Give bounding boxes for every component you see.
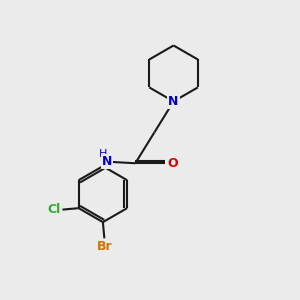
Text: N: N (102, 155, 112, 168)
Text: O: O (168, 157, 178, 170)
Text: Br: Br (97, 240, 112, 253)
Text: N: N (168, 95, 179, 108)
Text: H: H (99, 148, 108, 158)
Text: Cl: Cl (47, 203, 60, 216)
